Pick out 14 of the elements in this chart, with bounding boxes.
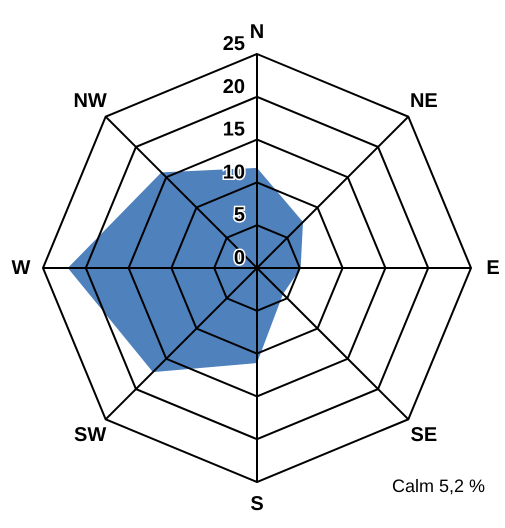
y-tick-label: 20 (222, 76, 245, 98)
spoke-label: NW (73, 90, 107, 112)
spoke-label: E (486, 257, 500, 279)
spoke-label: SW (74, 424, 106, 446)
y-tick-label: 0 (234, 247, 245, 269)
y-tick-label: 25 (222, 33, 245, 55)
y-tick-label: 5 (234, 204, 245, 226)
spoke-label: W (12, 257, 31, 279)
spoke-label: NE (410, 90, 438, 112)
text: Calm 5,2 % (392, 476, 485, 496)
spoke-label: N (250, 21, 264, 43)
y-tick-label: 15 (222, 118, 245, 141)
spoke-label: S (250, 493, 264, 515)
spoke-label: SE (410, 424, 438, 446)
